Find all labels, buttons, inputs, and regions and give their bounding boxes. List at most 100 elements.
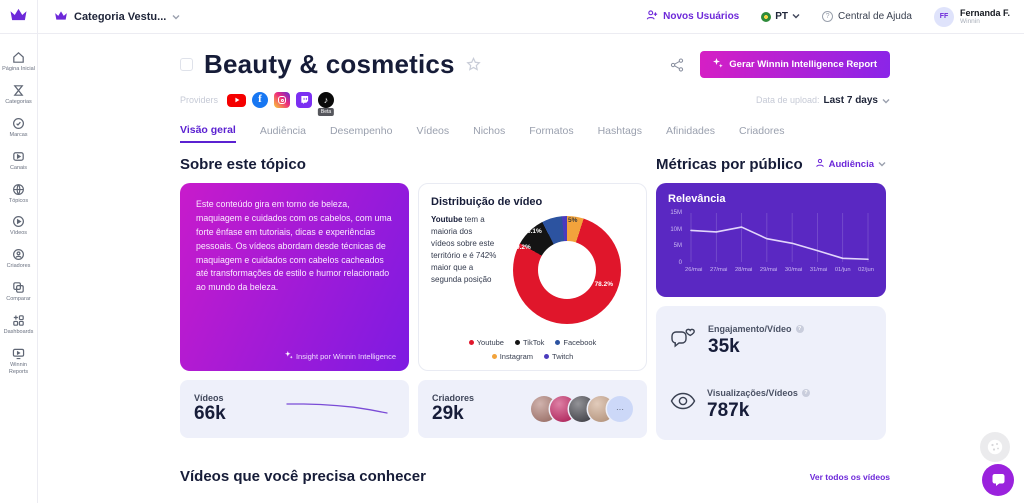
relevance-title: Relevância	[668, 193, 726, 205]
upload-date-filter[interactable]: Data de upload: Last 7 days	[756, 91, 890, 109]
sidebar-item-videos[interactable]: Vídeos	[0, 214, 38, 237]
help-label: Central de Ajuda	[838, 11, 912, 22]
novos-usuarios-label: Novos Usuários	[663, 11, 740, 22]
donut-legend: Youtube TikTok Facebook Instagram Twitch	[419, 338, 646, 361]
question-circle-icon: ?	[822, 11, 834, 22]
sidebar-item-dashboards[interactable]: Dashboards	[0, 313, 38, 336]
tab-hashtags[interactable]: Hashtags	[598, 124, 642, 143]
chat-bubble-icon	[991, 473, 1006, 487]
twitch-icon[interactable]	[296, 92, 313, 108]
language-selector[interactable]: PT	[761, 11, 800, 22]
x-axis-tick: 01/jun	[834, 267, 851, 273]
channel-icon	[11, 149, 26, 164]
audience-selector-label: Audiência	[828, 159, 874, 170]
sidebar-item-label: Winnin Reports	[8, 361, 29, 375]
about-topic-card: Este conteúdo gira em torno de beleza, m…	[180, 183, 409, 371]
cookie-settings-button[interactable]	[980, 432, 1010, 462]
views-value: 787k	[707, 400, 750, 421]
tab-visao-geral[interactable]: Visão geral	[180, 124, 236, 143]
user-menu[interactable]: FF Fernanda F. Winnin	[933, 6, 1010, 27]
upload-date-label: Data de upload:	[755, 95, 820, 105]
sidebar-item-pagina-inicial[interactable]: Página Inicial	[0, 50, 38, 73]
creator-avatar	[588, 396, 614, 422]
tab-nichos[interactable]: Nichos	[473, 124, 505, 143]
share-icon[interactable]	[670, 57, 684, 72]
donut-data-label: 6.1%	[527, 228, 542, 235]
y-axis-tick: 15M	[670, 210, 682, 216]
tab-videos[interactable]: Vídeos	[416, 124, 449, 143]
sidebar-item-marcas[interactable]: Marcas	[0, 116, 38, 139]
chat-heart-icon	[670, 328, 697, 351]
chevron-down-icon	[792, 11, 800, 22]
tab-formatos[interactable]: Formatos	[529, 124, 573, 143]
insight-footer-label: Insight por Winnin Intelligence	[295, 351, 396, 361]
crown-icon	[54, 10, 68, 24]
sidebar-item-categorias[interactable]: Categorias	[0, 83, 38, 106]
tab-audiencia[interactable]: Audiência	[260, 124, 306, 143]
about-section-heading: Sobre este tópico	[180, 156, 306, 173]
facebook-icon[interactable]: f	[252, 92, 269, 108]
winnin-logo[interactable]	[0, 0, 38, 34]
topic-checkbox[interactable]	[180, 58, 193, 71]
star-favorite-icon[interactable]	[466, 56, 481, 72]
videos-to-know-heading: Vídeos que você precisa conhecer	[180, 468, 426, 485]
chat-widget-button[interactable]	[982, 464, 1014, 496]
instagram-icon[interactable]	[274, 92, 291, 108]
user-name: Fernanda F.	[959, 7, 1010, 18]
globe-icon	[11, 182, 26, 197]
creator-avatars: ···	[531, 396, 633, 422]
legend-item-youtube: Youtube	[468, 338, 504, 347]
beta-badge: Beta	[317, 108, 335, 116]
x-axis-tick: 28/mai	[734, 267, 753, 273]
metrics-section-heading: Métricas por público	[656, 156, 803, 173]
audience-selector[interactable]: Audiência	[815, 158, 886, 171]
sidebar-item-label: Vídeos	[9, 230, 28, 237]
generate-report-button[interactable]: Gerar Winnin Intelligence Report	[700, 51, 890, 78]
tab-afinidades[interactable]: Afinidades	[666, 124, 715, 143]
donut-data-label: 78.2%	[594, 281, 613, 288]
sidebar-item-label: Canais	[9, 164, 28, 171]
compare-icon	[11, 280, 26, 295]
sidebar-item-comparar[interactable]: Comparar	[0, 280, 38, 303]
breadcrumb-category-selector[interactable]: Categoria Vestu...	[54, 10, 180, 24]
see-all-videos-link[interactable]: Ver todos os vídeos	[809, 471, 890, 482]
info-icon[interactable]: ?	[801, 389, 810, 397]
breadcrumb-label: Categoria Vestu...	[74, 10, 167, 23]
creators-stat-value: 29k	[432, 403, 464, 424]
videos-stat-value: 66k	[194, 403, 226, 424]
crown-icon	[9, 7, 28, 27]
x-axis-tick: 26/mai	[685, 267, 703, 273]
legend-item-twitch: Twitch	[544, 352, 573, 361]
creator-avatar-more[interactable]: ···	[607, 396, 633, 422]
sidebar-item-winnin-reports[interactable]: Winnin Reports	[0, 346, 38, 376]
engagement-value: 35k	[708, 336, 740, 357]
help-button[interactable]: ? Central de Ajuda	[822, 11, 912, 22]
sidebar-item-canais[interactable]: Canais	[0, 149, 38, 172]
eye-icon	[670, 392, 696, 410]
tab-criadores[interactable]: Criadores	[739, 124, 785, 143]
distribution-donut-chart: 78.2% 9.2% 6.1% 5%	[513, 216, 621, 324]
relevance-card: Relevância 15M 10M 5M 0 26/mai 27/mai 28/mai 2…	[656, 183, 886, 297]
novos-usuarios-button[interactable]: Novos Usuários	[646, 9, 739, 24]
videos-stat-card: Vídeos 66k	[180, 380, 409, 438]
video-distribution-card: Distribuição de vídeo Youtube tem a maio…	[418, 183, 647, 371]
x-axis-tick: 29/mai	[759, 267, 778, 273]
donut-data-label: 5%	[568, 217, 578, 224]
about-topic-text: Este conteúdo gira em torno de beleza, m…	[196, 199, 392, 293]
dashboard-icon	[11, 313, 26, 328]
legend-item-instagram: Instagram	[491, 352, 533, 361]
distribution-insight: Youtube tem a maioria dos vídeos sobre e…	[431, 215, 497, 284]
x-axis-tick: 31/mai	[809, 267, 828, 273]
views-label: Visualizações/Vídeos	[707, 388, 798, 398]
legend-row: Instagram Twitch	[491, 352, 573, 361]
brand-check-icon	[11, 116, 26, 131]
youtube-icon[interactable]	[227, 93, 247, 107]
main-content: Beauty & cosmetics Gerar Winnin Intellig…	[38, 34, 1024, 503]
tiktok-provider: ♪ Beta	[317, 92, 335, 116]
tiktok-icon[interactable]: ♪	[318, 92, 335, 108]
tab-desempenho[interactable]: Desempenho	[330, 124, 392, 143]
creators-stat-label: Criadores	[432, 393, 475, 403]
sidebar-item-criadores[interactable]: Criadores	[0, 247, 38, 270]
sidebar-item-topicos[interactable]: Tópicos	[0, 182, 38, 205]
info-icon[interactable]: ?	[795, 325, 804, 333]
